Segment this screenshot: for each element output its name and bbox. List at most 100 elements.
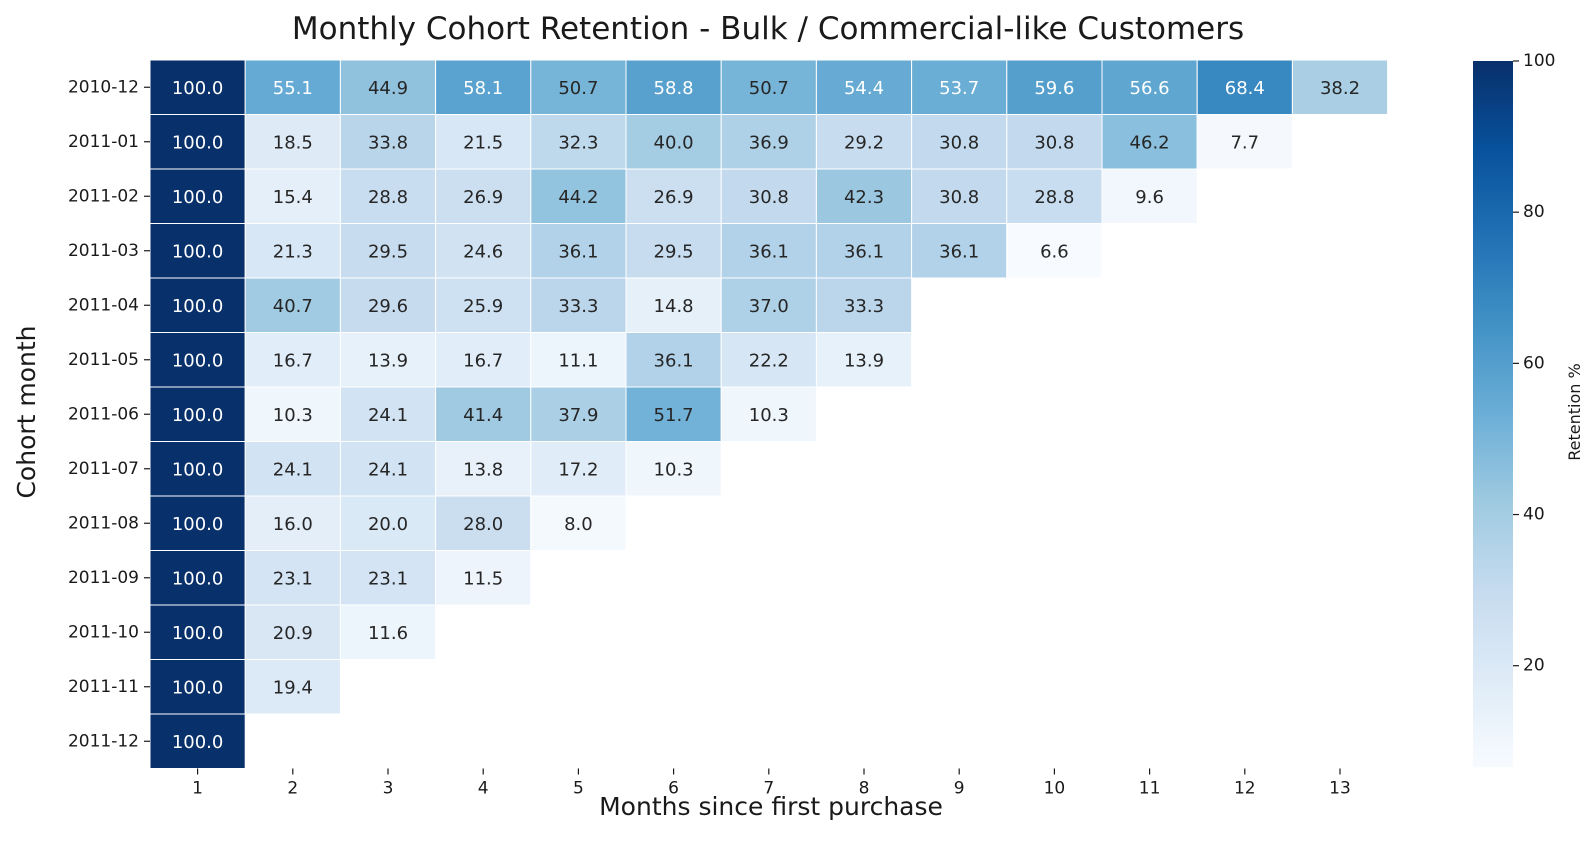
- cell-value-label: 24.6: [463, 241, 503, 262]
- colorbar-label: Retention %: [1565, 363, 1584, 460]
- cell-value-label: 46.2: [1130, 132, 1170, 153]
- cell-value-label: 8.0: [564, 514, 593, 535]
- heatmap-cell: [435, 114, 532, 170]
- cell-value-label: 40.0: [654, 132, 694, 153]
- heatmap-cell: [530, 114, 627, 170]
- heatmap-cell: [435, 441, 532, 497]
- colorbar-tick-label: 80: [1523, 202, 1545, 222]
- cell-value-label: 56.6: [1130, 78, 1170, 99]
- cell-value-label: 50.7: [558, 78, 598, 99]
- cell-value-label: 23.1: [273, 568, 313, 589]
- cell-value-label: 7.7: [1230, 132, 1259, 153]
- heatmap-cell: [1291, 59, 1389, 115]
- heatmap-cell: [149, 441, 246, 497]
- cell-value-label: 51.7: [654, 405, 694, 426]
- heatmap-cell: [244, 659, 341, 715]
- cell-value-label: 24.1: [368, 459, 408, 480]
- cell-value-label: 10.3: [273, 405, 313, 426]
- y-tick-label: 2011-04: [68, 295, 139, 315]
- heatmap-cell: [1006, 114, 1103, 170]
- heatmap-cell: [339, 277, 437, 333]
- cell-value-label: 33.8: [368, 132, 408, 153]
- cell-value-label: 18.5: [273, 132, 313, 153]
- heatmap-cell: [530, 386, 627, 442]
- cell-value-label: 17.2: [558, 459, 598, 480]
- y-tick-label: 2011-02: [68, 186, 139, 206]
- cell-value-label: 28.8: [368, 187, 408, 208]
- cell-value-label: 16.0: [273, 514, 313, 535]
- x-tick-label: 4: [478, 779, 489, 799]
- heatmap-cell: [720, 223, 817, 279]
- heatmap-cell: [244, 332, 341, 388]
- cell-value-label: 100.0: [172, 241, 224, 262]
- cell-value-label: 28.8: [1034, 187, 1074, 208]
- cell-value-label: 100.0: [172, 459, 224, 480]
- cell-value-label: 42.3: [844, 187, 884, 208]
- cell-value-label: 29.5: [654, 241, 694, 262]
- colorbar-tick-label: 100: [1523, 51, 1555, 71]
- heatmap-cell: [339, 59, 437, 115]
- chart-title: Monthly Cohort Retention - Bulk / Commer…: [292, 11, 1244, 47]
- heatmap-cell: [339, 441, 437, 497]
- y-tick-label: 2011-12: [68, 731, 139, 751]
- cell-value-label: 29.6: [368, 296, 408, 317]
- x-tick-label: 7: [763, 779, 774, 799]
- heatmap-cell: [625, 441, 722, 497]
- cell-value-label: 68.4: [1225, 78, 1265, 99]
- cell-value-label: 6.6: [1040, 241, 1069, 262]
- x-tick-label: 5: [573, 779, 584, 799]
- heatmap-cell: [1006, 59, 1103, 115]
- cell-value-label: 10.3: [749, 405, 789, 426]
- cell-value-label: 13.8: [463, 459, 503, 480]
- heatmap-cell: [625, 114, 722, 170]
- cell-value-label: 44.2: [558, 187, 598, 208]
- cell-value-label: 100.0: [172, 677, 224, 698]
- heatmap-cell: [339, 223, 437, 279]
- x-tick-label: 9: [954, 779, 965, 799]
- y-tick-label: 2011-03: [68, 241, 139, 261]
- heatmap-cell: [339, 495, 437, 551]
- heatmap-cell: [720, 277, 817, 333]
- colorbar-tick-label: 60: [1523, 353, 1545, 373]
- heatmap-cell: [530, 441, 627, 497]
- heatmap-cell: [149, 332, 246, 388]
- cell-value-label: 100.0: [172, 296, 224, 317]
- cell-value-label: 36.9: [749, 132, 789, 153]
- cell-value-label: 59.6: [1034, 78, 1074, 99]
- heatmap-cell: [911, 114, 1008, 170]
- heatmap-cell: [244, 550, 341, 606]
- x-tick-label: 2: [287, 779, 298, 799]
- cell-value-label: 21.3: [273, 241, 313, 262]
- heatmap-cell: [149, 495, 246, 551]
- x-tick-label: 1: [192, 779, 203, 799]
- heatmap-cell: [911, 223, 1008, 279]
- y-tick-label: 2011-05: [68, 350, 139, 370]
- heatmap-cell: [1196, 59, 1293, 115]
- heatmap-cell: [435, 277, 532, 333]
- x-tick-label: 11: [1139, 779, 1161, 799]
- colorbar-tick-label: 40: [1523, 505, 1545, 525]
- cell-value-label: 30.8: [749, 187, 789, 208]
- cell-value-label: 50.7: [749, 78, 789, 99]
- cell-value-label: 55.1: [273, 78, 313, 99]
- heatmap-cell: [435, 550, 532, 606]
- cell-value-label: 13.9: [368, 350, 408, 371]
- y-tick-label: 2011-06: [68, 404, 139, 424]
- cell-value-label: 38.2: [1320, 78, 1360, 99]
- cell-value-label: 30.8: [939, 132, 979, 153]
- cell-value-label: 25.9: [463, 296, 503, 317]
- heatmap-cell: [720, 114, 817, 170]
- x-tick-label: 6: [668, 779, 679, 799]
- heatmap-cell: [339, 168, 437, 224]
- cell-value-label: 37.9: [558, 405, 598, 426]
- cell-value-label: 100.0: [172, 187, 224, 208]
- cell-value-label: 41.4: [463, 405, 503, 426]
- cell-value-label: 20.0: [368, 514, 408, 535]
- heatmap-cell: [1006, 168, 1103, 224]
- cell-value-label: 11.1: [558, 350, 598, 371]
- heatmap-cell: [530, 332, 627, 388]
- cell-value-label: 36.1: [558, 241, 598, 262]
- cell-value-label: 100.0: [172, 78, 224, 99]
- cell-value-label: 20.9: [273, 623, 313, 644]
- cell-value-label: 53.7: [939, 78, 979, 99]
